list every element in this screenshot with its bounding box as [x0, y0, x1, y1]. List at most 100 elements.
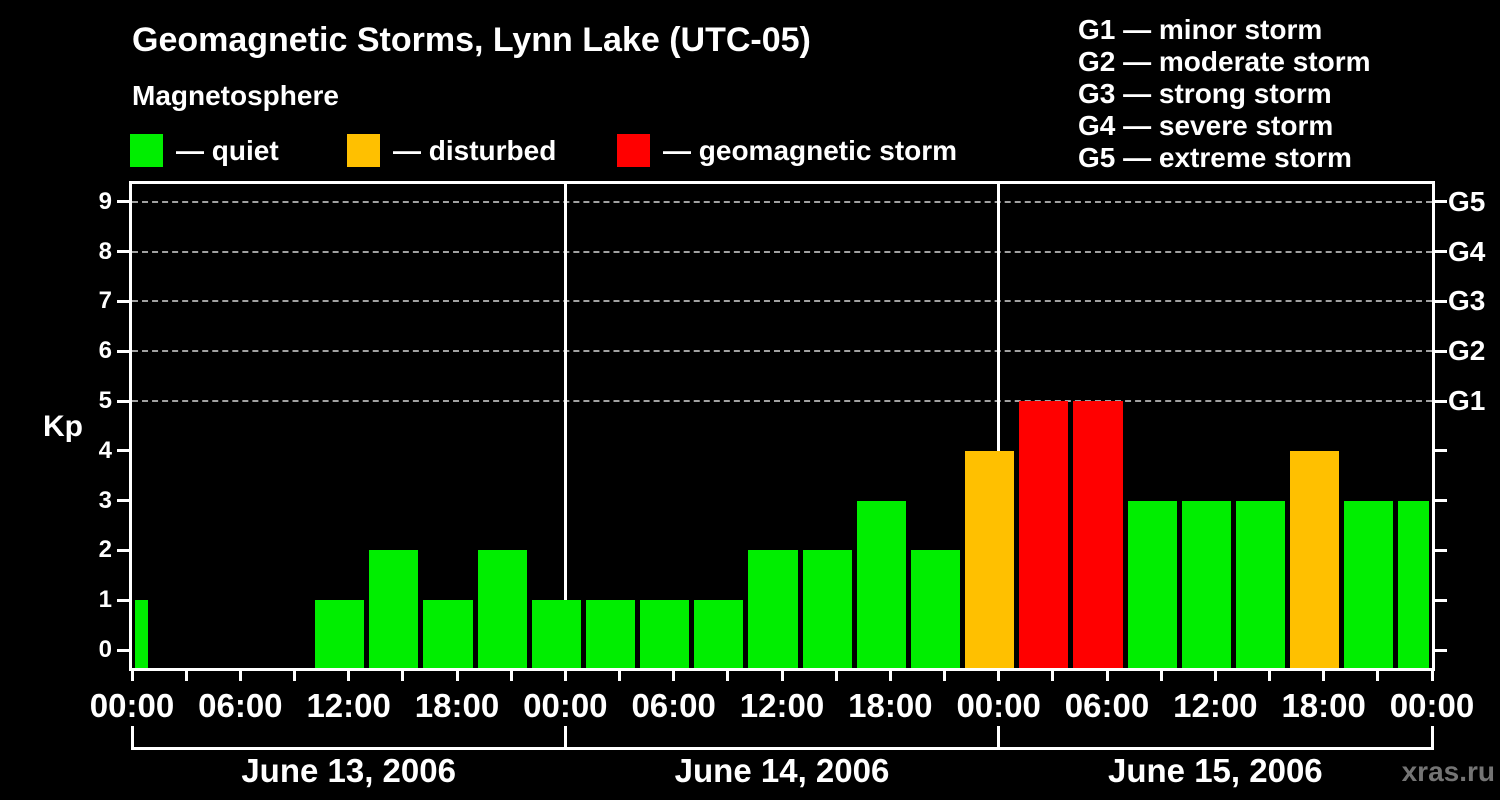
kp-bar-2 [910, 550, 961, 668]
date-axis-tick [563, 726, 567, 750]
g-legend-line-g3: G3 — strong storm [1078, 77, 1332, 109]
right-axis-tick [1435, 299, 1447, 303]
kp-bar-3 [1181, 500, 1231, 668]
y-tick [117, 598, 129, 602]
y-axis-title: Kp [43, 410, 83, 443]
g-scale-label-g2: G2 [1448, 335, 1486, 367]
x-tick [1322, 671, 1326, 681]
y-tick [117, 250, 129, 254]
chart-subtitle: Magnetosphere [132, 80, 339, 111]
legend-label-storm: — geomagnetic storm [663, 135, 958, 166]
x-tick [672, 671, 676, 681]
right-axis-tick [1435, 648, 1447, 652]
date-axis-tick [997, 726, 1001, 750]
right-axis-tick [1435, 200, 1447, 204]
x-tick-label: 00:00 [1389, 687, 1475, 724]
x-tick [509, 671, 513, 681]
x-tick [238, 671, 242, 681]
x-tick [455, 671, 459, 681]
y-tick [117, 648, 129, 652]
g-legend-line-g2: G2 — moderate storm [1078, 45, 1371, 77]
x-tick [1159, 671, 1163, 681]
quiet-color-swatch [130, 134, 163, 167]
legend-item-disturbed: — disturbed [347, 134, 556, 167]
date-label: June 13, 2006 [241, 752, 456, 789]
x-tick-label: 06:00 [631, 687, 716, 724]
x-tick-label: 12:00 [739, 687, 825, 724]
kp-bar-3 [1235, 500, 1286, 668]
x-tick [184, 671, 188, 681]
x-tick [293, 671, 296, 681]
kp-bar-2 [802, 550, 852, 668]
disturbed-color-swatch [347, 134, 380, 167]
right-axis-tick [1435, 598, 1447, 602]
x-tick [888, 671, 892, 681]
kp-bar-1 [134, 600, 148, 668]
g-scale-label-g5: G5 [1448, 185, 1486, 217]
g-scale-label-g4: G4 [1448, 235, 1486, 267]
x-tick [1430, 671, 1434, 681]
kp-bar-4 [1290, 450, 1340, 668]
x-tick [1376, 671, 1380, 681]
legend-label-disturbed: — disturbed [393, 135, 557, 166]
x-tick [347, 671, 351, 681]
date-axis-tick [130, 726, 134, 750]
x-tick [1051, 671, 1055, 681]
gridline-kp5 [132, 400, 1432, 402]
x-tick-label: 12:00 [1173, 687, 1258, 724]
y-tick [117, 499, 129, 503]
gridline-kp8 [132, 250, 1432, 253]
g-scale-label-g1: G1 [1448, 385, 1486, 416]
kp-bar-5 [1073, 401, 1123, 668]
x-tick [1213, 671, 1217, 681]
plot-frame [129, 181, 1435, 671]
x-tick [1105, 671, 1109, 681]
right-axis-tick [1435, 250, 1447, 254]
page-title: Geomagnetic Storms, Lynn Lake (UTC-05) [132, 21, 811, 59]
y-tick-label: 7 [98, 287, 112, 315]
x-tick [780, 671, 784, 681]
y-tick-label: 3 [98, 486, 112, 514]
x-tick [726, 671, 730, 681]
gridline-kp6 [132, 350, 1432, 353]
x-tick-label: 18:00 [1281, 687, 1366, 724]
date-axis-line [132, 747, 1432, 750]
kp-bar-4 [965, 450, 1015, 668]
kp-bar-2 [477, 550, 527, 668]
day-separator [563, 184, 567, 668]
y-tick [117, 449, 129, 453]
kp-bar-2 [748, 550, 798, 668]
g-legend-line-g4: G4 — severe storm [1078, 109, 1334, 141]
legend-item-storm: — geomagnetic storm [617, 134, 957, 167]
kp-bar-1 [531, 600, 581, 668]
kp-bar-3 [1344, 500, 1394, 668]
y-tick-label: 9 [98, 187, 112, 215]
legend-item-quiet: — quiet [130, 134, 279, 167]
x-tick-label: 00:00 [89, 687, 175, 724]
y-tick-label: 4 [98, 436, 112, 464]
kp-bar-2 [369, 550, 419, 668]
y-tick [117, 548, 129, 552]
kp-bar-3 [856, 500, 906, 668]
x-tick-label: 18:00 [414, 687, 500, 724]
y-tick-label: 8 [98, 237, 112, 265]
x-tick [997, 671, 1001, 681]
y-tick-label: 5 [98, 387, 112, 414]
kp-bar-3 [1398, 500, 1430, 668]
kp-bar-5 [1019, 401, 1069, 668]
x-tick [834, 671, 838, 681]
gridline-kp9 [132, 200, 1432, 203]
watermark: xras.ru [1401, 756, 1495, 787]
x-tick-label: 12:00 [306, 687, 391, 724]
kp-bar-1 [315, 600, 365, 668]
kp-bar-1 [423, 600, 473, 668]
g-legend-line-g5: G5 — extreme storm [1078, 141, 1352, 173]
y-tick [117, 349, 129, 353]
right-axis-tick [1435, 499, 1447, 503]
x-tick-label: 06:00 [1064, 687, 1150, 724]
right-axis-tick [1435, 548, 1447, 552]
date-axis-tick [1430, 726, 1434, 750]
x-tick-label: 06:00 [198, 687, 283, 724]
kp-bar-1 [585, 600, 636, 668]
